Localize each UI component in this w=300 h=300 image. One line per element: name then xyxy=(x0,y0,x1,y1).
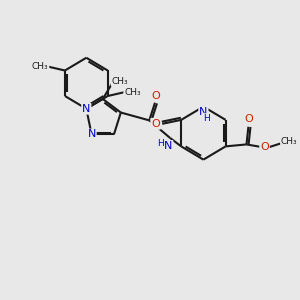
Text: O: O xyxy=(260,142,269,152)
Text: O: O xyxy=(244,114,253,124)
Text: H: H xyxy=(157,140,164,148)
Text: H: H xyxy=(203,114,210,123)
Text: CH₃: CH₃ xyxy=(124,88,141,97)
Text: O: O xyxy=(151,119,160,129)
Text: N: N xyxy=(164,141,172,151)
Text: N: N xyxy=(199,106,208,116)
Text: N: N xyxy=(82,104,91,114)
Text: CH₃: CH₃ xyxy=(112,77,128,86)
Text: O: O xyxy=(152,91,160,101)
Text: N: N xyxy=(87,130,96,140)
Text: CH₃: CH₃ xyxy=(32,62,49,71)
Text: CH₃: CH₃ xyxy=(281,137,298,146)
